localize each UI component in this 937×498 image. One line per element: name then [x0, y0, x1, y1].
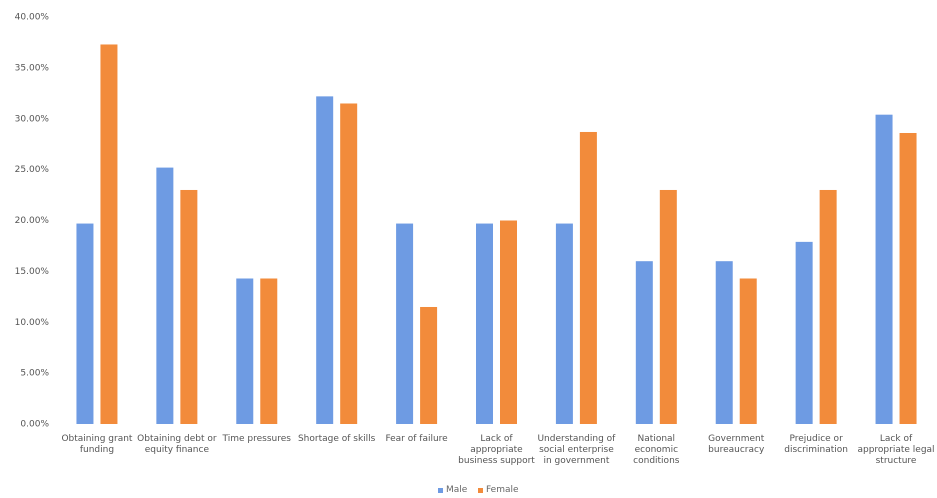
legend-label: Female [486, 485, 519, 495]
bar [396, 223, 414, 424]
x-tick-label: Fear of failure [385, 434, 448, 444]
bar [555, 223, 573, 424]
x-tick-label: Shortage of skills [297, 434, 376, 444]
bar [739, 278, 757, 424]
bar [236, 278, 254, 424]
x-tick-label: Lack of appropriate legal structure [857, 434, 935, 466]
bar [899, 132, 917, 424]
legend-label: Male [446, 485, 468, 495]
bar [635, 261, 653, 424]
bar [156, 167, 174, 424]
bar [316, 96, 334, 425]
y-tick-label: 40.00% [15, 13, 50, 23]
bar [659, 189, 677, 424]
bar [875, 114, 893, 425]
bar [715, 261, 733, 424]
bar [76, 223, 94, 424]
y-tick-label: 0.00% [20, 420, 49, 430]
y-tick-label: 30.00% [15, 114, 50, 124]
bar [795, 241, 813, 424]
x-tick-label: Time pressures [222, 434, 291, 444]
bar [180, 189, 198, 424]
bar [420, 306, 438, 424]
bar [340, 103, 358, 425]
legend-swatch [438, 487, 443, 493]
y-tick-label: 25.00% [15, 165, 50, 175]
x-tick-label: Prejudice or discrimination [784, 434, 849, 455]
bar [100, 44, 118, 424]
bar [579, 131, 597, 425]
y-tick-label: 10.00% [15, 318, 50, 328]
x-tick-label: Government bureaucracy [708, 434, 765, 455]
y-tick-label: 35.00% [15, 63, 50, 73]
y-tick-label: 5.00% [20, 369, 49, 379]
legend-swatch [478, 487, 483, 493]
x-tick-label: National economic conditions [633, 434, 680, 466]
x-tick-label: Understanding of social enterprise in go… [537, 434, 616, 466]
x-tick-label: Obtaining grant funding [61, 434, 133, 455]
x-tick-label: Lack of appropriate business support [458, 434, 535, 466]
y-tick-label: 15.00% [15, 267, 50, 277]
bar [819, 189, 837, 424]
bar [476, 223, 493, 424]
bar [260, 278, 278, 424]
x-tick-label: Obtaining debt or equity finance [137, 434, 217, 455]
bar [500, 220, 517, 424]
legend-item: Male [438, 485, 467, 495]
legend-item: Female [478, 485, 519, 495]
y-tick-label: 20.00% [15, 216, 50, 226]
